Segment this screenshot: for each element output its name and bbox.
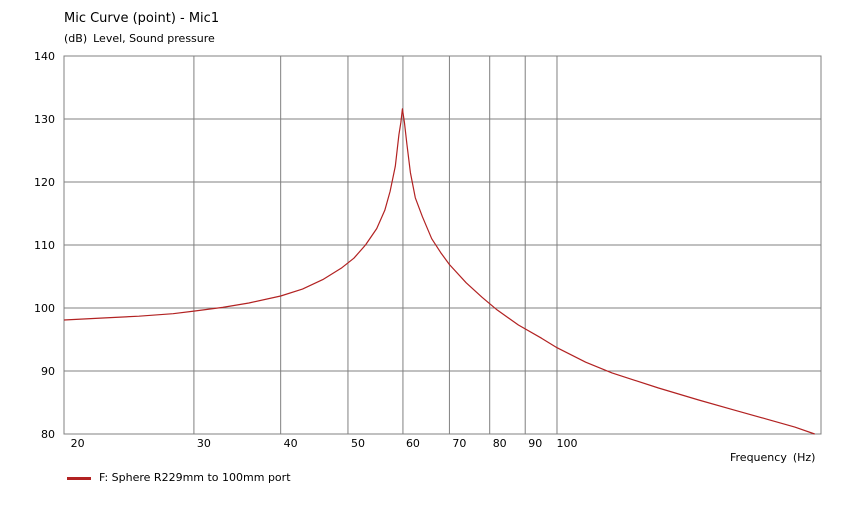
- x-tick-label: 50: [351, 437, 365, 450]
- tick-labels: 80 90 100 110 120 130 140 20 30 40 50 60 70 80 90 100: [34, 50, 577, 450]
- y-tick-label: 90: [41, 365, 55, 378]
- x-tick-label: 60: [406, 437, 420, 450]
- x-tick-label: 100: [556, 437, 577, 450]
- x-tick-label: 80: [493, 437, 507, 450]
- legend-swatch: [67, 477, 91, 480]
- y-axis-quantity: Level, Sound pressure: [93, 32, 215, 45]
- y-tick-label: 80: [41, 428, 55, 441]
- x-axis-label: Frequency (Hz): [730, 451, 815, 464]
- chart-title: Mic Curve (point) - Mic1: [64, 11, 220, 26]
- x-tick-label: 30: [197, 437, 211, 450]
- y-axis-unit: (dB): [64, 32, 88, 45]
- grid-lines: [64, 56, 821, 434]
- y-axis-label: (dB) Level, Sound pressure: [64, 32, 215, 45]
- series-lines: [63, 108, 815, 435]
- x-tick-label: 70: [452, 437, 466, 450]
- y-tick-label: 120: [34, 176, 55, 189]
- y-tick-label: 130: [34, 113, 55, 126]
- legend-label: F: Sphere R229mm to 100mm port: [99, 471, 291, 484]
- y-tick-label: 110: [34, 239, 55, 252]
- x-axis-quantity: Frequency: [730, 451, 787, 464]
- y-tick-label: 140: [34, 50, 55, 63]
- y-tick-label: 100: [34, 302, 55, 315]
- series-line: [63, 108, 815, 435]
- x-tick-label: 90: [528, 437, 542, 450]
- x-tick-label: 20: [71, 437, 85, 450]
- x-axis-unit: (Hz): [792, 451, 816, 464]
- x-tick-label: 40: [284, 437, 298, 450]
- legend: F: Sphere R229mm to 100mm port: [67, 471, 291, 484]
